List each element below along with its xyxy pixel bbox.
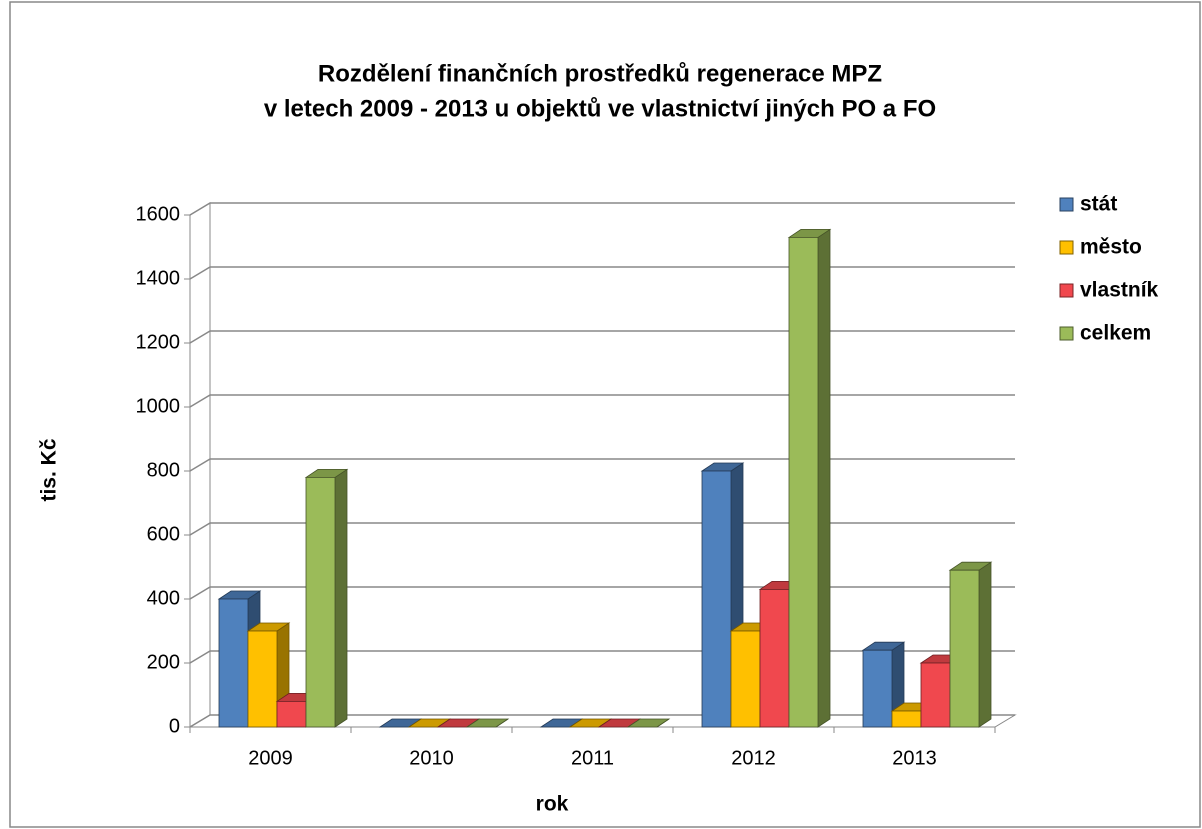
grid-line: [189, 586, 1015, 600]
legend-label: celkem: [1080, 322, 1151, 345]
bar: [920, 662, 951, 728]
bar: [730, 630, 761, 728]
bar: [276, 701, 307, 728]
legend-label: vlastník: [1080, 279, 1159, 302]
grid-line: [189, 202, 1015, 216]
y-axis-label: tis. Kč: [38, 438, 61, 501]
grid-line: [189, 266, 1015, 280]
legend-swatch: [1059, 326, 1074, 341]
x-tick-label: 2011: [571, 747, 614, 769]
y-tick-label: 1000: [136, 395, 181, 417]
bar: [218, 598, 249, 728]
grid-line: [189, 330, 1015, 344]
bar: [788, 236, 819, 728]
chart-subtitle: v letech 2009 - 2013 u objektů ve vlastn…: [264, 95, 936, 122]
x-axis-label: rok: [536, 793, 569, 816]
bar: [759, 589, 790, 728]
bar: [305, 476, 336, 728]
y-tick-label: 1200: [136, 331, 181, 353]
legend-label: město: [1080, 236, 1142, 259]
bar-top: [626, 718, 671, 728]
frame: [9, 1, 1201, 828]
legend-label: stát: [1080, 193, 1117, 216]
x-tick-label: 2009: [248, 747, 293, 769]
bar-side: [817, 228, 831, 728]
x-tick-label: 2013: [892, 747, 937, 769]
x-tick-label: 2012: [731, 747, 776, 769]
bar: [862, 649, 893, 728]
grid-line: [189, 522, 1015, 536]
bar: [247, 630, 278, 728]
bar: [701, 470, 732, 728]
bar: [949, 569, 980, 728]
y-tick-label: 1600: [136, 203, 181, 225]
y-tick-label: 1400: [136, 267, 181, 289]
y-tick-label: 600: [147, 523, 180, 545]
y-tick-label: 0: [169, 715, 180, 737]
y-tick-label: 200: [147, 651, 180, 673]
legend-swatch: [1059, 240, 1074, 255]
bar-top: [465, 718, 510, 728]
x-tick-label: 2010: [409, 747, 454, 769]
y-tick-label: 400: [147, 587, 180, 609]
bar-side: [334, 468, 348, 728]
grid-line: [189, 458, 1015, 472]
bar: [891, 710, 922, 728]
chart-title: Rozdělení finančních prostředků regenera…: [318, 60, 882, 87]
bar-side: [978, 561, 992, 728]
y-tick-label: 800: [147, 459, 180, 481]
legend-swatch: [1059, 197, 1074, 212]
legend-swatch: [1059, 283, 1074, 298]
grid-line: [189, 394, 1015, 408]
